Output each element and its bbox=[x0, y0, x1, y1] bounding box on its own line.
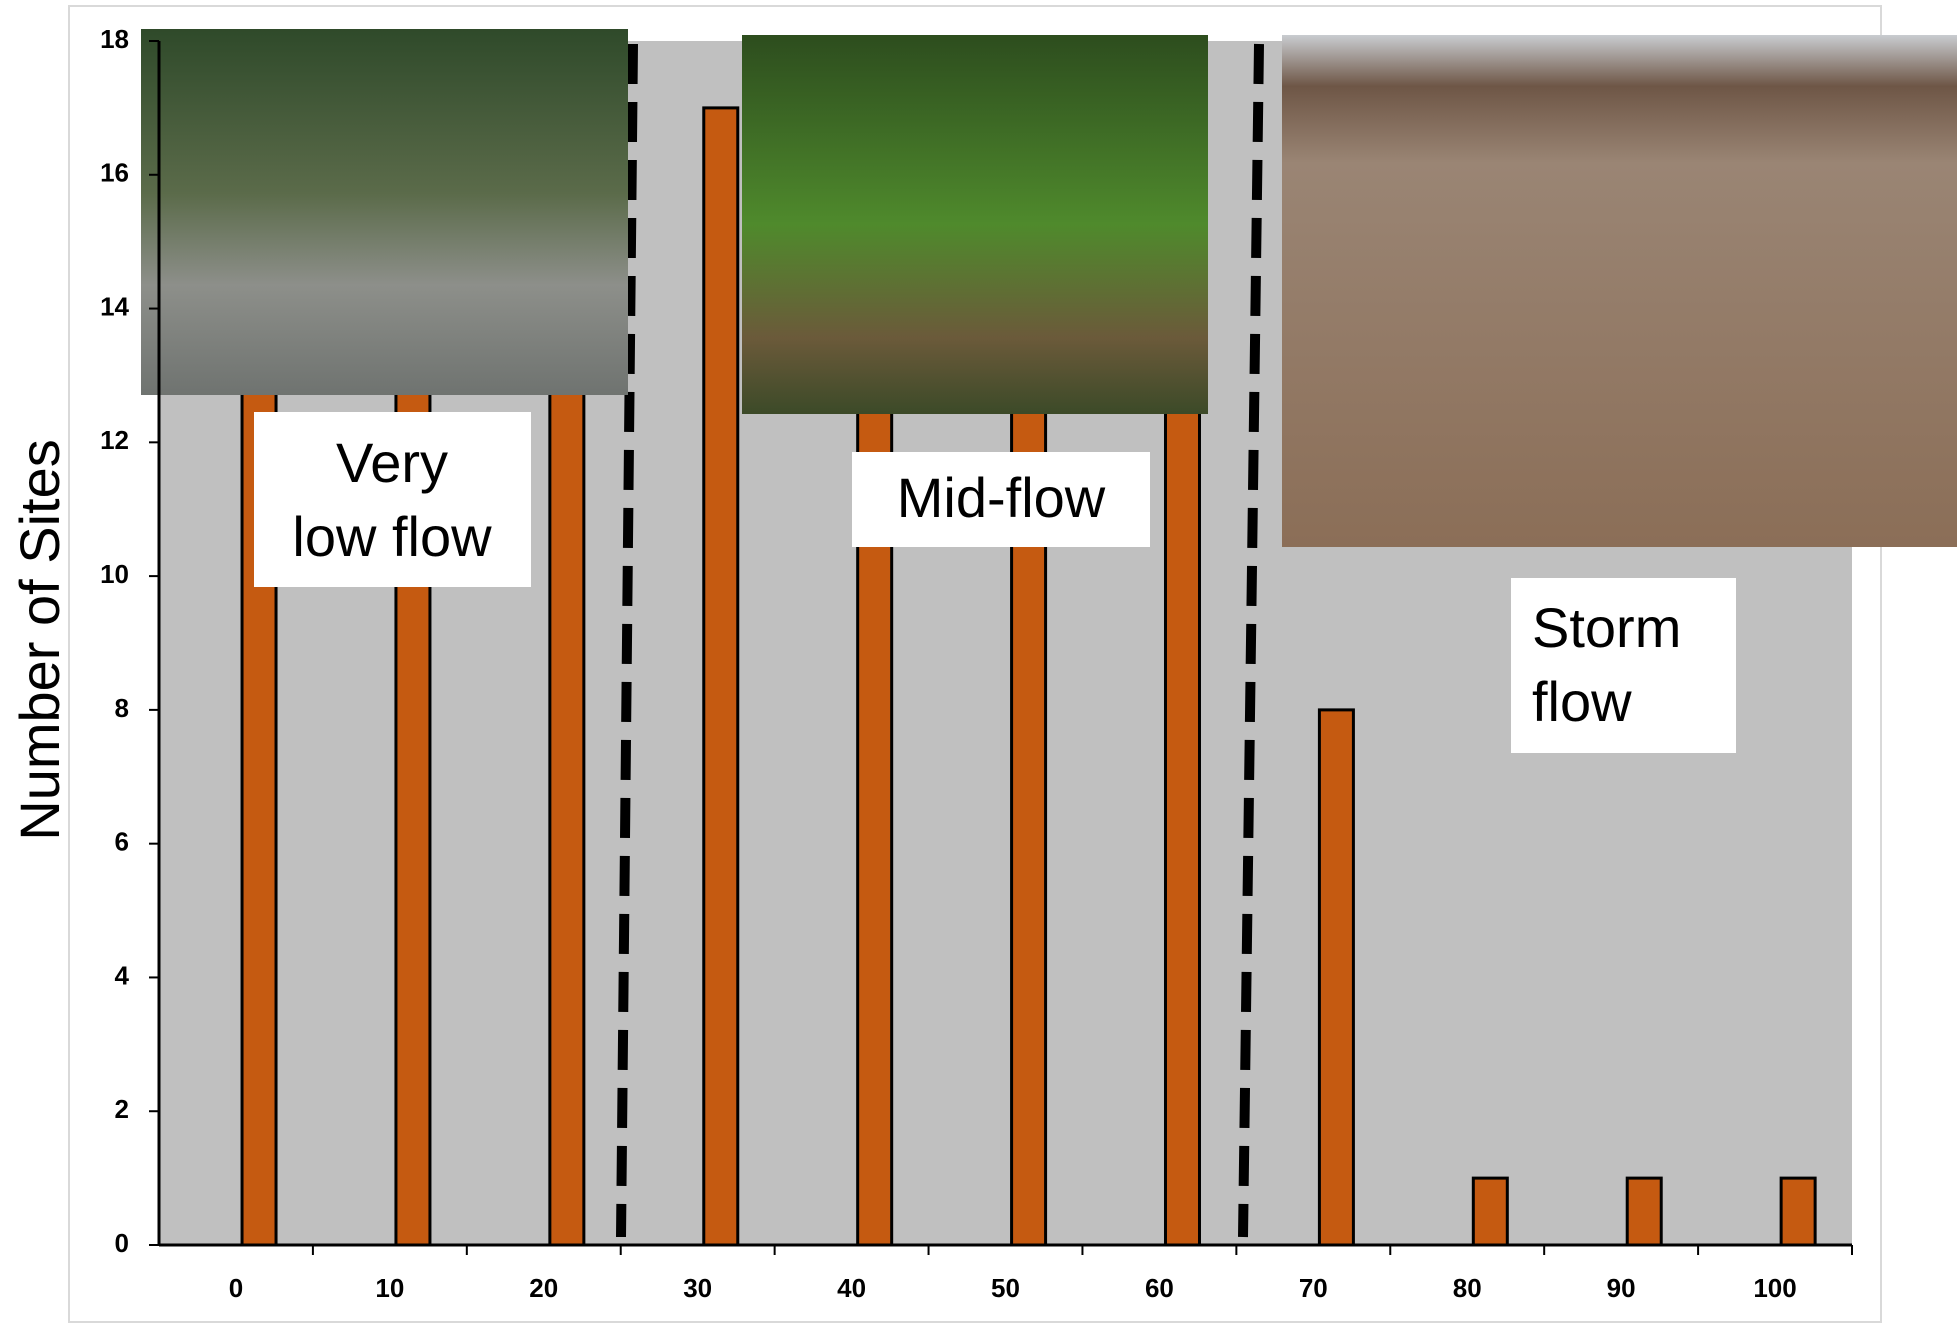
bar bbox=[702, 106, 740, 1247]
x-tick-label: 80 bbox=[1453, 1273, 1482, 1303]
x-tick-label: 100 bbox=[1753, 1273, 1796, 1303]
y-tick-label: 18 bbox=[100, 24, 129, 54]
annotation: flow bbox=[1532, 670, 1632, 733]
x-tick-label: 40 bbox=[837, 1273, 866, 1303]
bar bbox=[1625, 1176, 1663, 1247]
y-axis-label: Number of Sites bbox=[8, 439, 71, 841]
bar bbox=[1471, 1176, 1509, 1247]
y-tick-label: 14 bbox=[100, 291, 129, 321]
x-tick-label: 90 bbox=[1607, 1273, 1636, 1303]
x-tick-label: 50 bbox=[991, 1273, 1020, 1303]
x-tick-label: 10 bbox=[375, 1273, 404, 1303]
x-tick-label: 60 bbox=[1145, 1273, 1174, 1303]
bar bbox=[1163, 373, 1201, 1247]
y-tick-label: 2 bbox=[115, 1094, 129, 1124]
annotation: low flow bbox=[292, 505, 492, 568]
label-box bbox=[852, 452, 1150, 547]
frame bbox=[68, 5, 1882, 1323]
x-tick-label: 20 bbox=[529, 1273, 558, 1303]
divider bbox=[616, 43, 638, 1238]
photo bbox=[742, 35, 1208, 414]
y-tick-label: 12 bbox=[100, 425, 129, 455]
label-box bbox=[1511, 578, 1736, 753]
y-tick-label: 6 bbox=[115, 827, 129, 857]
y-tick-label: 10 bbox=[100, 559, 129, 589]
y-tick-label: 0 bbox=[115, 1228, 129, 1258]
y-tick-label: 4 bbox=[115, 960, 130, 990]
bar bbox=[1779, 1176, 1817, 1247]
bar bbox=[548, 307, 586, 1247]
bar bbox=[1317, 708, 1355, 1247]
annotation: Very bbox=[336, 431, 448, 494]
label-box bbox=[254, 412, 531, 587]
annotation: Storm bbox=[1532, 596, 1681, 659]
y-tick-label: 16 bbox=[100, 158, 129, 188]
photo bbox=[1282, 35, 1957, 547]
divider bbox=[1238, 43, 1264, 1238]
photo bbox=[141, 29, 628, 395]
y-tick-label: 8 bbox=[115, 693, 129, 723]
x-tick-label: 30 bbox=[683, 1273, 712, 1303]
annotation: Mid-flow bbox=[897, 466, 1106, 529]
x-tick-label: 70 bbox=[1299, 1273, 1328, 1303]
x-tick-label: 0 bbox=[229, 1273, 243, 1303]
